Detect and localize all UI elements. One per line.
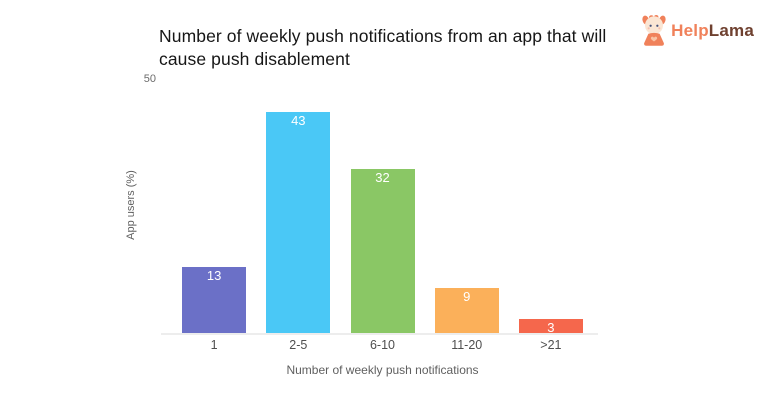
y-axis-label: App users (%)	[125, 170, 137, 240]
x-tick-slot: 2-5	[256, 338, 340, 352]
bar-value-label: 3	[547, 319, 555, 335]
chart-title: Number of weekly push notifications from…	[159, 26, 607, 69]
bar-slot: 32	[340, 76, 424, 334]
plot-area: 13 43 32 9 3	[172, 76, 593, 334]
x-tick-label: >21	[540, 338, 562, 352]
bar-slot: 43	[256, 76, 340, 334]
x-tick-slot: >21	[509, 338, 593, 352]
bar-slot: 13	[172, 76, 256, 334]
chart-bar--21: 3	[518, 318, 583, 335]
bar-value-label: 32	[375, 169, 390, 185]
x-axis-title: Number of weekly push notifications	[286, 363, 479, 377]
helplama-logo: HelpLama	[639, 13, 754, 47]
brand-help-text: Help	[671, 20, 709, 40]
chart-bar-1: 13	[182, 266, 247, 334]
x-tick-slot: 11-20	[425, 338, 509, 352]
bar-slot: 3	[509, 76, 593, 334]
brand-text: HelpLama	[671, 22, 754, 39]
x-tick-label: 2-5	[289, 338, 308, 352]
chart-bar-11-20: 9	[434, 287, 499, 334]
x-tick-label: 6-10	[369, 338, 396, 352]
x-tick-slot: 6-10	[340, 338, 424, 352]
x-tick-label: 1	[210, 338, 218, 352]
x-axis-ticks: 1 2-5 6-10 11-20 >21	[172, 338, 593, 352]
chart-bar-6-10: 32	[350, 168, 415, 334]
bar-value-label: 13	[206, 267, 222, 283]
chart-bar-2-5: 43	[266, 112, 331, 334]
bar-value-label: 9	[463, 288, 471, 304]
bar-slot: 9	[425, 76, 509, 334]
brand-lama-text: Lama	[708, 20, 754, 40]
llama-mascot-icon	[639, 13, 669, 47]
x-axis-line	[161, 333, 598, 335]
x-tick-label: 11-20	[451, 338, 483, 352]
y-axis-tick-50: 50	[143, 73, 156, 85]
bar-value-label: 43	[291, 113, 306, 129]
x-tick-slot: 1	[172, 338, 256, 352]
